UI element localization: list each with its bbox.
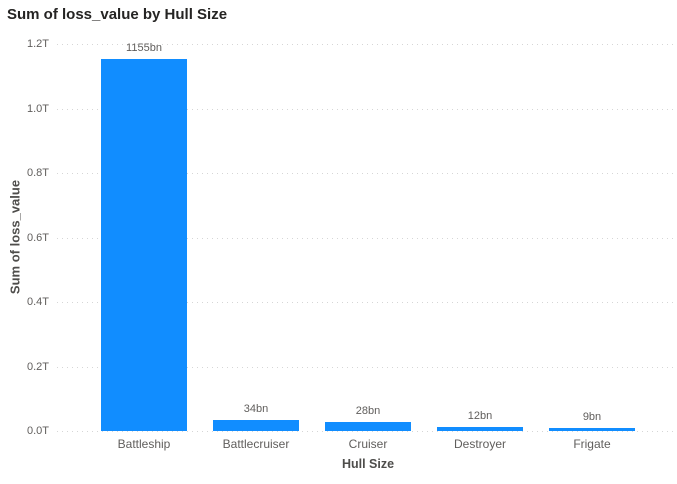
y-tick-label: 0.0T: [26, 425, 49, 437]
gridline: [57, 366, 673, 368]
data-label-battlecruiser: 34bn: [243, 403, 269, 415]
category-label-cruiser: Cruiser: [348, 437, 388, 451]
data-label-frigate: 9bn: [582, 411, 602, 423]
y-tick-label: 0.2T: [26, 360, 49, 373]
y-tick-label: 1.0T: [26, 102, 49, 115]
gridline: [57, 302, 673, 303]
data-label-destroyer: 12bn: [467, 410, 493, 422]
y-tick-label: 0.6T: [26, 231, 49, 244]
gridline: [57, 237, 673, 239]
gridline: [57, 44, 673, 45]
category-label-destroyer: Destroyer: [453, 437, 506, 451]
category-label-battlecruiser: Battlecruiser: [222, 437, 290, 451]
y-tick-label: 0.4T: [26, 296, 49, 308]
y-tick-label: 1.2T: [26, 38, 49, 50]
x-axis-title: Hull Size: [341, 457, 395, 471]
bar-cruiser[interactable]: [325, 422, 411, 431]
data-label-cruiser: 28bn: [355, 405, 381, 417]
gridline: [57, 108, 673, 110]
bar-battlecruiser[interactable]: [213, 420, 299, 431]
bar-frigate[interactable]: [549, 428, 635, 431]
bar-battleship[interactable]: [101, 59, 187, 431]
bar-destroyer[interactable]: [437, 427, 523, 431]
gridline: [57, 173, 673, 174]
category-label-battleship: Battleship: [117, 437, 171, 451]
chart-title: Sum of loss_value by Hull Size: [7, 6, 228, 23]
category-label-frigate: Frigate: [573, 437, 611, 451]
gridline: [57, 431, 673, 432]
data-label-battleship: 1155bn: [126, 42, 162, 54]
y-tick-label: 0.8T: [26, 167, 49, 179]
